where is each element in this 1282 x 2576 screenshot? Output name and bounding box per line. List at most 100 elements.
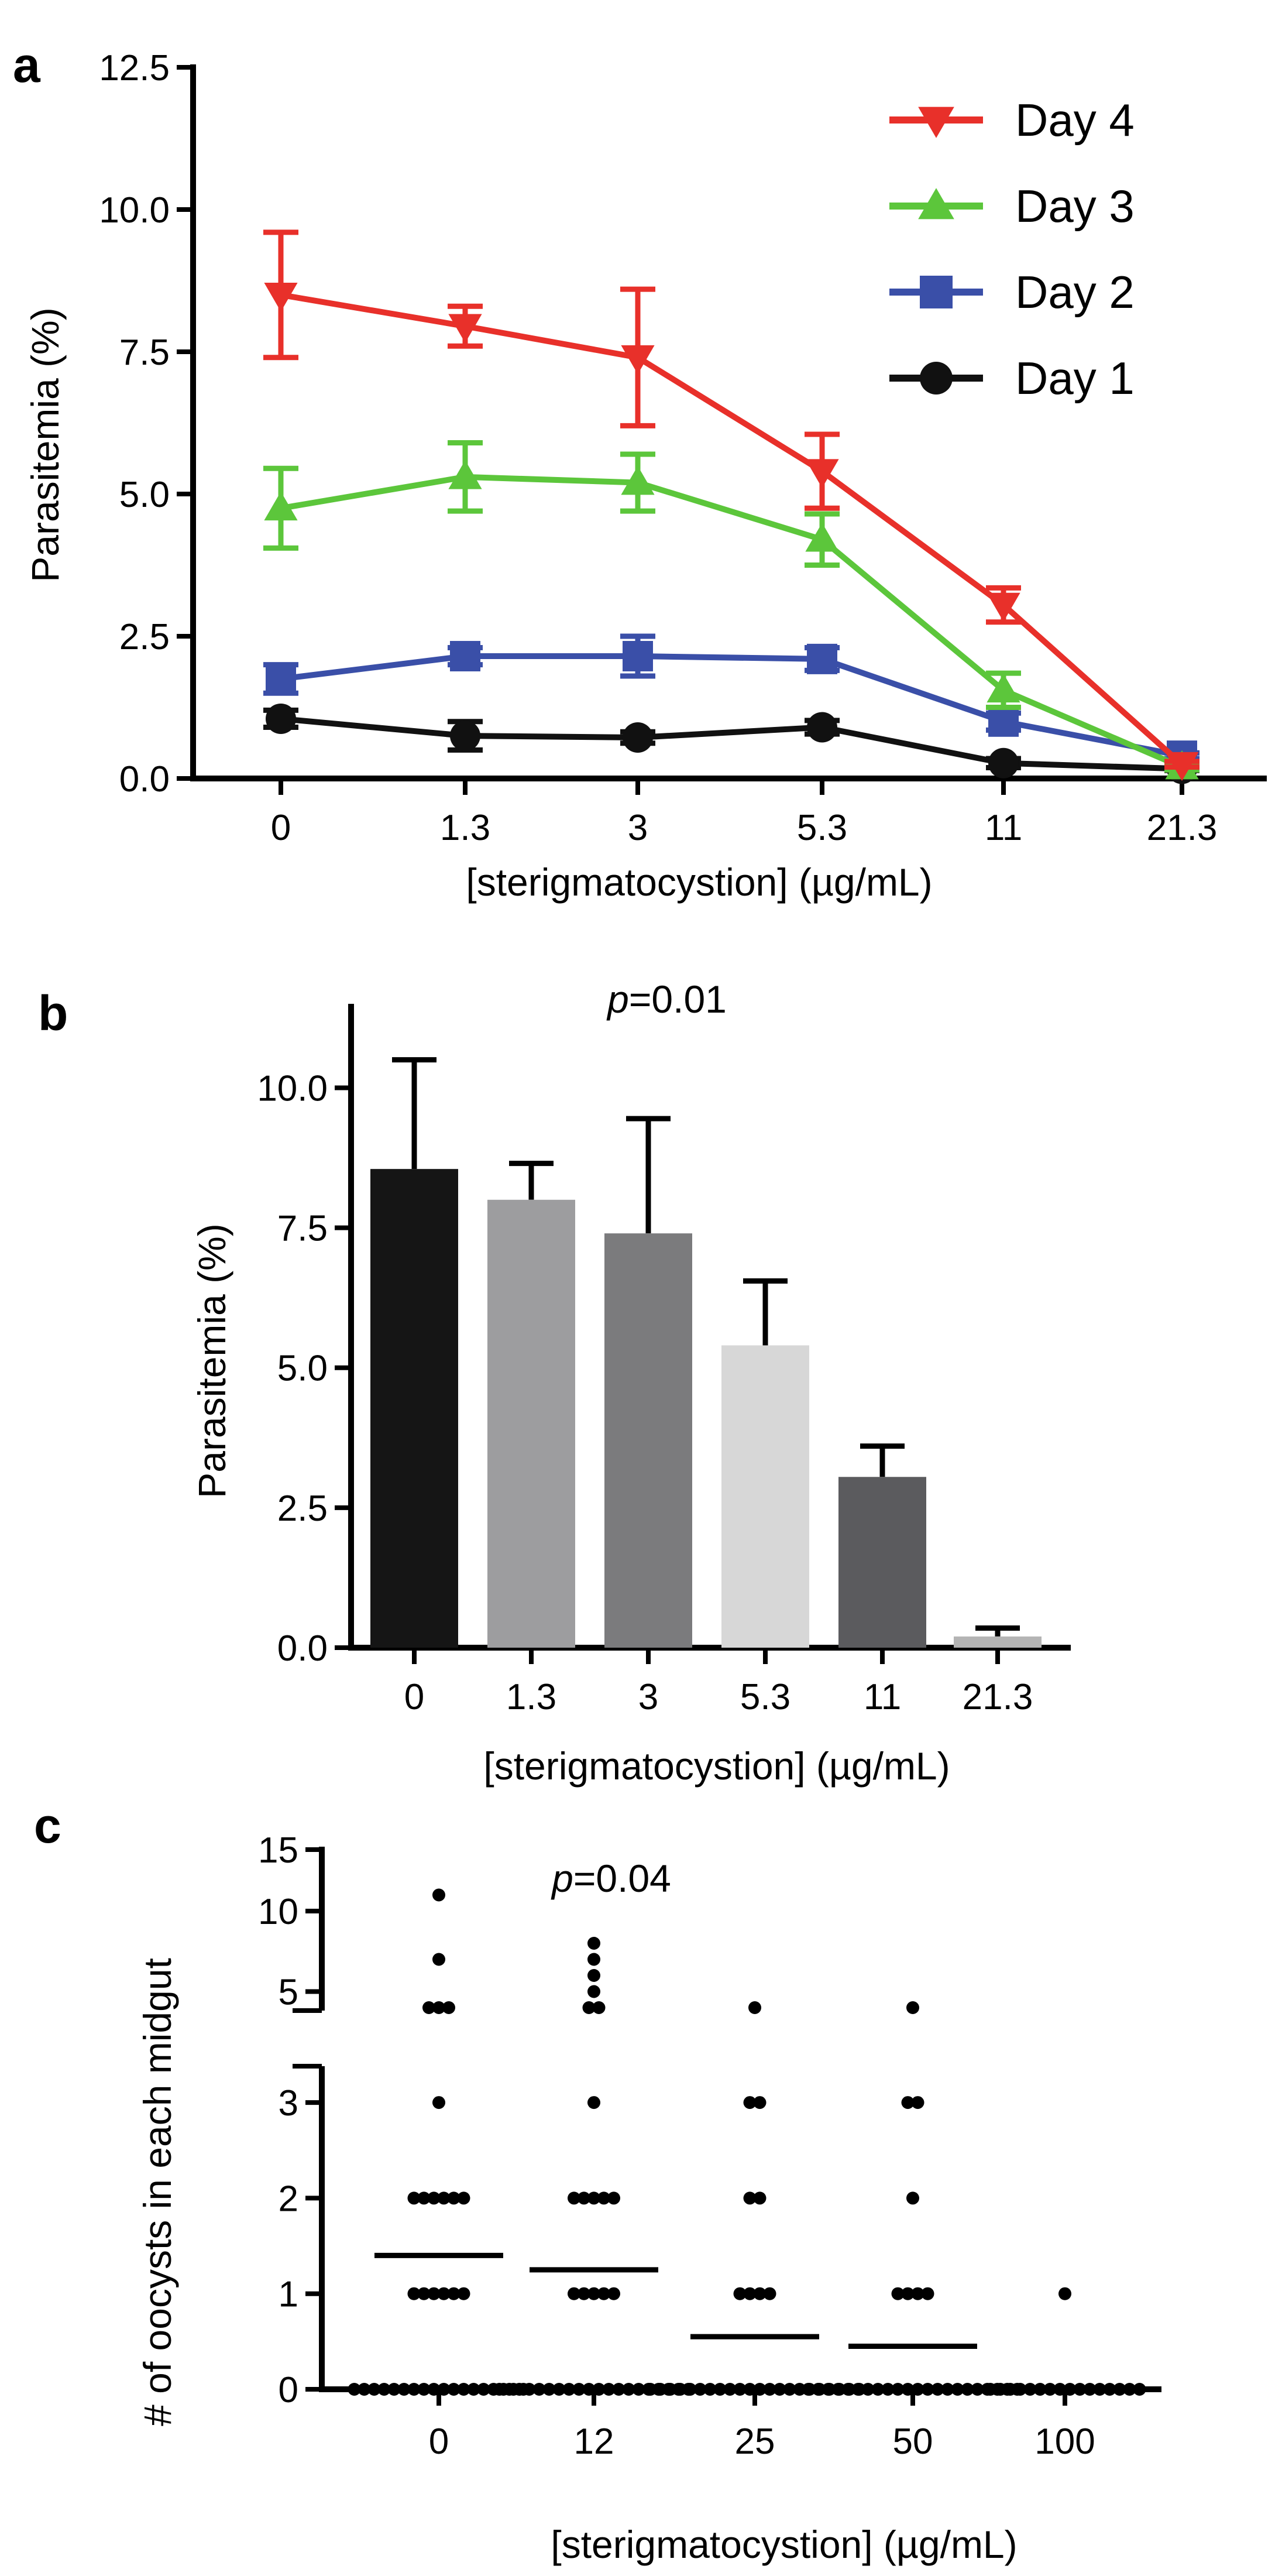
scatter-point <box>1133 2383 1146 2396</box>
data-point-day-4 <box>264 283 298 312</box>
panel-c-y-tick-label: 2 <box>279 2179 298 2219</box>
panel-b-x-tick-label: 1.3 <box>506 1677 556 1717</box>
scatter-point <box>622 2383 635 2396</box>
scatter-point <box>587 2287 600 2300</box>
scatter-point <box>941 2383 954 2396</box>
data-point-day-2 <box>807 643 837 674</box>
panel-c-y-tick-label: 5 <box>279 1973 298 2013</box>
panel-b-x-tick-label: 5.3 <box>740 1677 790 1717</box>
scatter-point <box>861 2383 875 2396</box>
panel-b-bars <box>370 1057 1042 1648</box>
panel-b-x-tick-label: 3 <box>638 1677 658 1717</box>
panel-a-y-tick-label: 0.0 <box>119 759 170 800</box>
scatter-point <box>812 2383 825 2396</box>
scatter-point <box>437 2287 451 2300</box>
panel-a-y-axis-label: Parasitemia (%) <box>23 307 67 582</box>
panel-c-title-value: =0.04 <box>573 1857 671 1900</box>
scatter-point <box>348 2383 361 2396</box>
scatter-point <box>753 2287 767 2300</box>
panel-b-y-tick-label: 5.0 <box>277 1349 328 1389</box>
scatter-point <box>493 2383 506 2396</box>
scatter-point <box>901 2287 915 2300</box>
data-point-day-3 <box>264 491 298 521</box>
panel-c-y-tick-label: 1 <box>279 2275 298 2315</box>
scatter-point <box>994 2383 1007 2396</box>
data-point-day-4 <box>621 345 655 375</box>
legend-marker-day-2 <box>920 276 953 308</box>
scatter-point <box>748 2001 761 2014</box>
scatter-point <box>592 2383 606 2396</box>
scatter-point <box>523 2383 536 2396</box>
data-point-day-1 <box>623 722 653 753</box>
scatter-point <box>582 2383 596 2396</box>
scatter-point <box>597 2191 610 2205</box>
scatter-point <box>632 2383 645 2396</box>
panel-c-x-tick-label: 12 <box>574 2421 614 2462</box>
data-point-day-3 <box>987 673 1020 703</box>
scatter-point <box>733 2287 747 2300</box>
data-point-day-2 <box>450 641 480 672</box>
panel-b-title: p=0.01 <box>606 977 727 1021</box>
legend-label-day-1: Day 1 <box>1015 352 1135 404</box>
scatter-point <box>831 2383 845 2396</box>
scatter-point <box>358 2383 371 2396</box>
scatter-point <box>901 2383 915 2396</box>
series-line-day-2 <box>280 653 1183 759</box>
scatter-point <box>763 2287 776 2300</box>
scatter-point <box>683 2383 697 2396</box>
panel-b-title-value: =0.01 <box>629 977 727 1021</box>
panel-b-axes: 0.0 2.5 5.0 7.5 10.0 0 1.3 3 5.3 11 21.3 <box>257 1004 1071 1717</box>
data-point-day-4 <box>448 314 482 343</box>
panel-a-y-tick-label: 2.5 <box>119 617 170 657</box>
legend-marker-day-3 <box>918 188 954 219</box>
scatter-point <box>587 1969 600 1982</box>
panel-a-y-tick-label: 10.0 <box>99 190 170 231</box>
panel-c-y-tick-label: 10 <box>258 1892 298 1932</box>
panel-a-line-chart: a 0.0 2.5 5.0 7.5 10.0 12.5 0 1.3 3 5.3 11 21.3 Day… <box>13 37 1267 904</box>
scatter-point <box>984 2383 997 2396</box>
scatter-point <box>457 2383 470 2396</box>
series-line-day-4 <box>280 291 1184 767</box>
panel-c-x-tick-label: 100 <box>1034 2421 1095 2462</box>
scatter-point <box>432 2001 445 2014</box>
scatter-point <box>432 1888 445 1902</box>
scatter-point <box>743 2191 757 2205</box>
bar-11 <box>838 1477 926 1648</box>
scatter-point <box>921 2287 934 2300</box>
panel-a-y-tick-label: 7.5 <box>119 332 170 373</box>
scatter-point <box>467 2383 480 2396</box>
bar-21.3 <box>954 1636 1042 1648</box>
data-point-day-4 <box>987 592 1020 622</box>
scatter-point <box>1123 2383 1136 2396</box>
scatter-point <box>578 2191 590 2205</box>
scatter-point <box>437 2383 451 2396</box>
panel-letter-c: c <box>34 1798 61 1853</box>
data-point-day-1 <box>988 747 1019 778</box>
panel-b-title-p: p <box>606 977 629 1021</box>
scatter-point <box>743 2287 757 2300</box>
scatter-point <box>442 2001 455 2014</box>
scatter-point <box>568 2191 580 2205</box>
scatter-point <box>427 2287 441 2300</box>
panel-b-bar-chart: b p=0.01 0.02.55.07.510.00 1.3 3 5.3 11 21.3 … <box>38 977 1071 1788</box>
scatter-point <box>961 2383 974 2396</box>
scatter-point <box>602 2383 616 2396</box>
bar-3 <box>604 1233 692 1648</box>
scatter-point <box>931 2383 944 2396</box>
series-line-day-1 <box>280 715 1183 772</box>
scatter-point <box>447 2287 460 2300</box>
scatter-point <box>387 2383 401 2396</box>
panel-c-points <box>348 1888 1146 2396</box>
scatter-point <box>802 2383 815 2396</box>
data-point-day-3 <box>621 465 655 495</box>
panel-c-x-axis-label: [sterigmatocystion] (µg/mL) <box>551 2523 1017 2566</box>
panel-a-x-tick-label: 0 <box>271 808 291 848</box>
panel-a-legend: Day 4 Day 3 Day 2 Day 1 <box>889 94 1135 404</box>
scatter-point <box>447 2383 460 2396</box>
bar-1.3 <box>487 1199 575 1648</box>
scatter-point <box>911 2383 924 2396</box>
scatter-point <box>891 2287 905 2300</box>
legend-label-day-3: Day 3 <box>1015 180 1135 232</box>
scatter-point <box>587 1985 600 1998</box>
